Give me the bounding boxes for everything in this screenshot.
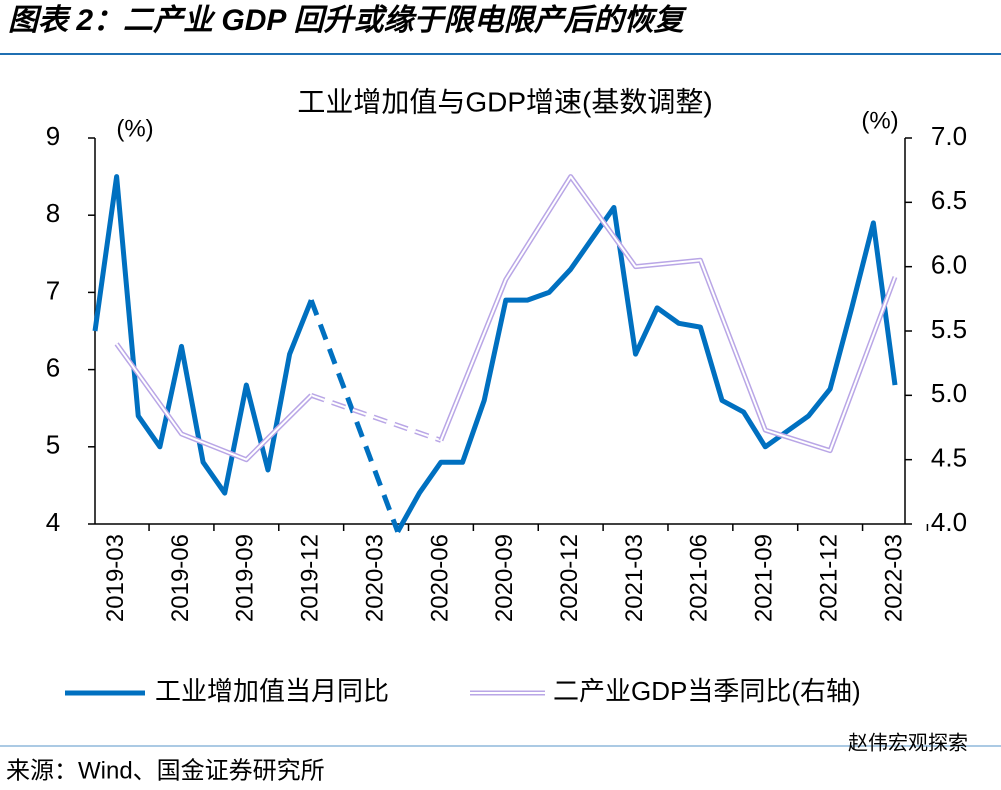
watermark: 赵伟宏观探索 <box>848 731 968 754</box>
x-tick-label: 2019-06 <box>167 534 194 622</box>
series-line <box>92 174 314 496</box>
x-tick-label: 2020-12 <box>556 534 583 622</box>
y2-tick-label: 4.0 <box>931 507 967 537</box>
series-line-core <box>115 343 312 461</box>
series-line-core <box>440 175 896 452</box>
x-tick-label: 2020-09 <box>491 534 518 622</box>
gap-line <box>308 299 401 533</box>
x-tick-label: 2021-06 <box>686 534 713 622</box>
x-tick-label: 2022-03 <box>880 534 907 622</box>
y2-tick-label: 4.5 <box>931 443 967 473</box>
x-tick-label: 2020-03 <box>361 534 388 622</box>
legend-label: 二产业GDP当季同比(右轴) <box>553 676 861 706</box>
y-tick-label: 5 <box>46 430 60 460</box>
y2-tick-label: 5.5 <box>931 314 967 344</box>
series-line <box>395 204 898 533</box>
y2-tick-label: 6.0 <box>931 250 967 280</box>
y-tick-label: 7 <box>46 275 60 305</box>
y2-axis-label: (%) <box>861 107 898 134</box>
y-tick-label: 8 <box>46 198 60 228</box>
legend-label: 工业增加值当月同比 <box>155 676 389 706</box>
x-tick-label: 2021-03 <box>621 534 648 622</box>
y2-tick-label: 6.5 <box>931 185 967 215</box>
y-tick-label: 4 <box>46 507 60 537</box>
x-tick-label: 2019-09 <box>232 534 259 622</box>
x-tick-label: 2019-12 <box>297 534 324 622</box>
x-tick-label: 2021-09 <box>751 534 778 622</box>
y2-tick-label: 5.0 <box>931 378 967 408</box>
x-tick-label: 2021-12 <box>815 534 842 622</box>
x-tick-label: 2020-06 <box>426 534 453 622</box>
chart-title: 工业增加值与GDP增速(基数调整) <box>297 86 712 117</box>
y2-tick-label: 7.0 <box>931 121 967 151</box>
y-axis-label: (%) <box>116 115 153 142</box>
x-tick-label: 2019-03 <box>102 534 129 622</box>
gap-line-core <box>310 394 442 442</box>
y-tick-label: 9 <box>46 121 60 151</box>
y-tick-label: 6 <box>46 352 60 382</box>
source: 来源：Wind、国金证券研究所 <box>6 757 325 784</box>
page-title: 图表 2：二产业 GDP 回升或缘于限电限产后的恢复 <box>8 4 688 37</box>
